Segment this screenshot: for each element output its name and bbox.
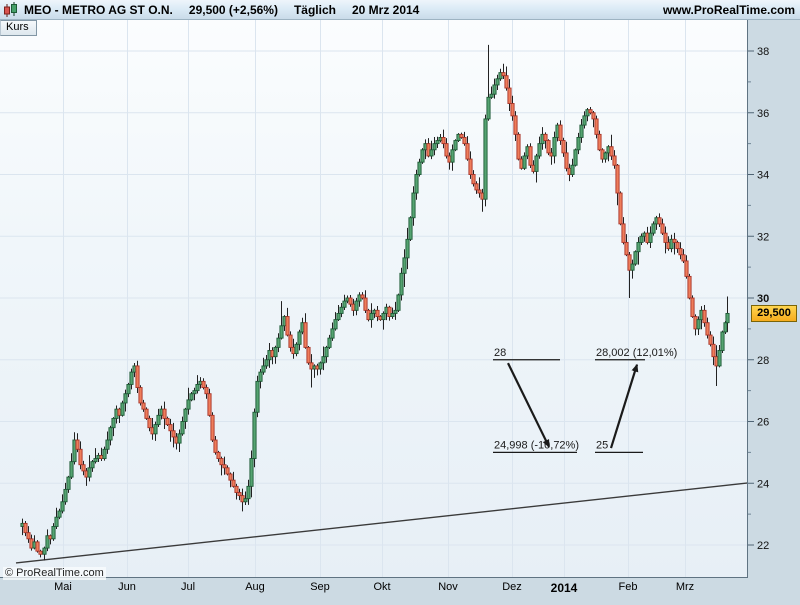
trend-line[interactable] (15, 482, 748, 564)
y-axis-label: 24 (757, 478, 769, 490)
prorealtime-website-link[interactable]: www.ProRealTime.com (662, 2, 795, 17)
x-axis-label: Sep (310, 581, 330, 593)
level-line-label[interactable]: 24,998 (-10,72%) (494, 439, 579, 451)
y-axis-label: 30 (757, 293, 769, 305)
candlestick-logo-icon (4, 1, 17, 17)
chart-region: 28 24,998 (-10,72%) 28,002 (12,01%) 25 Kurs… (0, 20, 800, 600)
grid-layer (0, 20, 748, 578)
x-axis-label: Okt (373, 581, 391, 593)
annotation-arrow[interactable] (609, 363, 639, 449)
instrument-title: MEO - METRO AG ST O.N. (24, 2, 173, 17)
x-axis-label: Nov (438, 581, 458, 593)
y-axis-label: 32 (757, 231, 769, 243)
candles-layer (20, 44, 730, 561)
title-bar: MEO - METRO AG ST O.N. 29,500 (+2,56%) T… (0, 0, 800, 20)
last-price-tag: 29,500 (751, 305, 797, 322)
last-quote: 29,500 (+2,56%) (188, 2, 278, 17)
y-axis-label: 28 (757, 355, 769, 367)
x-axis-label: Dez (502, 581, 522, 593)
x-axis-label: Aug (245, 581, 265, 593)
quote-date: 20 Mrz 2014 (351, 2, 420, 17)
timeframe-label: Täglich (293, 2, 336, 17)
level-line-label[interactable]: 28,002 (12,01%) (596, 347, 677, 359)
y-axis-label: 36 (757, 108, 769, 120)
x-axis-label: Jun (118, 581, 136, 593)
tab-kurs[interactable]: Kurs (0, 20, 37, 36)
copyright-notice: © ProRealTime.com (3, 567, 106, 580)
price-axis[interactable]: 22 24 26 28 30 32 34 36 38 29,500 (748, 20, 800, 600)
chart-plot-area[interactable]: 28 24,998 (-10,72%) 28,002 (12,01%) 25 Kurs… (0, 20, 748, 580)
x-axis-label: Mai (54, 581, 72, 593)
y-axis-label: 34 (757, 170, 769, 182)
x-axis-label: Feb (618, 581, 638, 593)
x-axis-label: Mrz (675, 581, 695, 593)
x-axis-label: Jul (180, 581, 196, 593)
time-axis[interactable]: Mai Jun Jul Aug Sep Okt Nov Dez 2014 Feb Mrz (0, 578, 748, 600)
y-axis-label: 38 (757, 46, 769, 58)
annotation-layer[interactable]: 28 24,998 (-10,72%) 28,002 (12,01%) 25 (493, 347, 677, 453)
annotation-arrow[interactable] (507, 362, 550, 448)
level-line-label[interactable]: 25 (596, 439, 608, 451)
y-axis-label: 22 (757, 540, 769, 552)
x-axis-label: 2014 (550, 581, 578, 595)
y-axis-label: 26 (757, 417, 769, 429)
level-line-label[interactable]: 28 (494, 347, 506, 359)
